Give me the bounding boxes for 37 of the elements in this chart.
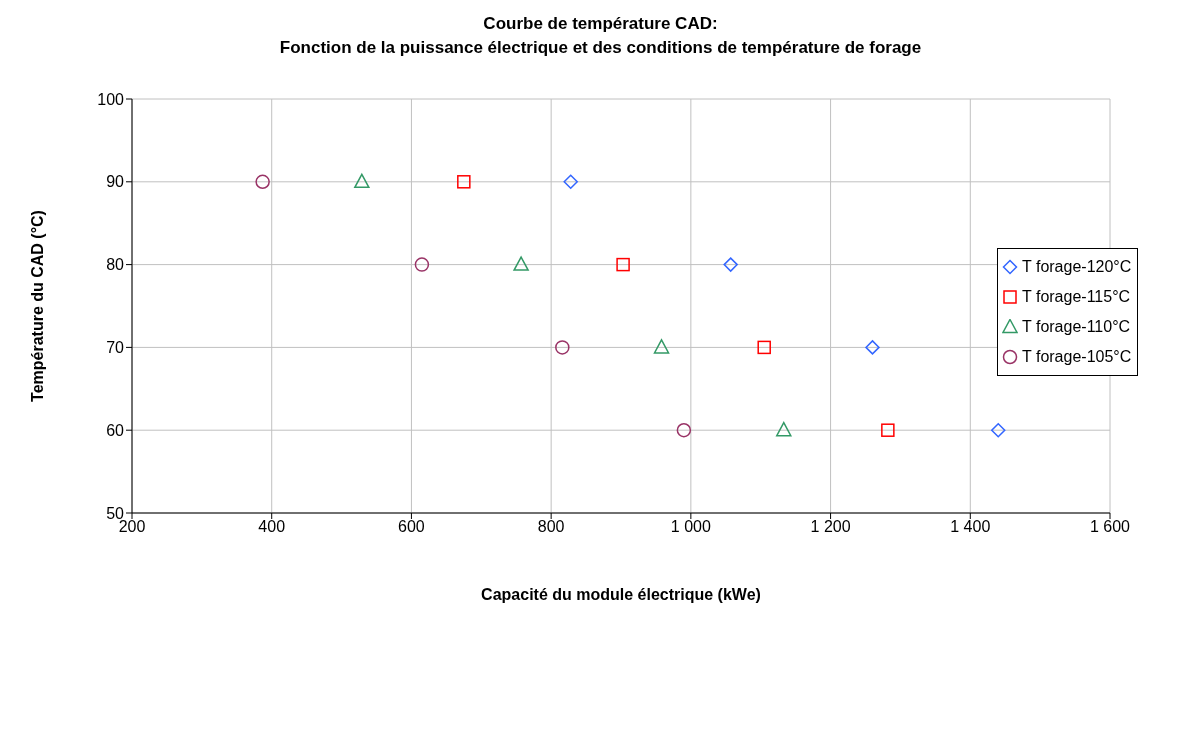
- point: [513, 256, 529, 271]
- point: [776, 421, 792, 437]
- x-tick-label: 800: [537, 518, 565, 536]
- x-tick-label: 1 600: [1089, 518, 1131, 536]
- x-tick-label: 1 400: [950, 518, 991, 536]
- y-tick-label: 90: [106, 173, 125, 191]
- point: [616, 257, 630, 272]
- point: [255, 174, 270, 190]
- chart-title: Courbe de température CAD:: [482, 13, 719, 35]
- point: [414, 257, 430, 272]
- point: [653, 339, 670, 354]
- x-tick-label: 1 200: [810, 518, 851, 536]
- point: [865, 340, 880, 355]
- point: [757, 340, 771, 355]
- chart-subtitle: Fonction de la puissance électrique et des conditions de température de forage: [278, 37, 923, 59]
- y-tick-label: 60: [106, 421, 125, 439]
- y-tick-label: 70: [106, 339, 125, 357]
- x-tick-label: 200: [118, 518, 146, 536]
- y-tick-label: 100: [97, 90, 125, 108]
- x-tick-label: 600: [398, 518, 425, 536]
- point: [723, 257, 738, 272]
- legend-label: T forage-120°C: [1022, 258, 1132, 276]
- legend-label: T forage-110°C: [1022, 318, 1131, 336]
- point: [457, 175, 471, 189]
- x-tick-label: 400: [258, 518, 286, 536]
- point: [990, 422, 1006, 438]
- legend-label: T forage-105°C: [1022, 348, 1132, 366]
- x-tick-label: 1 000: [670, 518, 711, 536]
- y-axis-title: Température du CAD (°C): [28, 210, 46, 402]
- y-tick-label: 80: [106, 256, 125, 274]
- x-axis-title: Capacité du module électrique (kWe): [481, 586, 761, 604]
- point: [354, 173, 370, 189]
- point: [881, 423, 895, 437]
- point: [676, 422, 692, 438]
- point: [563, 174, 578, 190]
- legend-label: T forage-115°C: [1022, 288, 1131, 306]
- point: [555, 340, 570, 355]
